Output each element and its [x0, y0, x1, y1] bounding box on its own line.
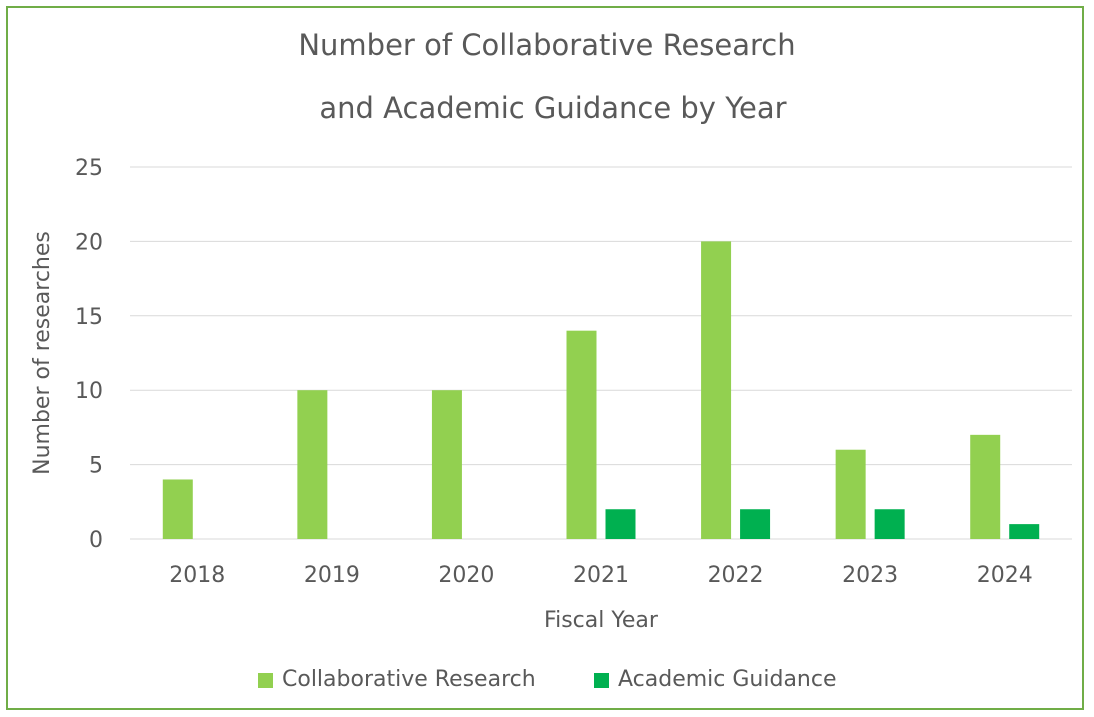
bar-collaborative-research-2018: [162, 479, 193, 539]
bar-collaborative-research-2019: [297, 390, 328, 539]
bar-academic-guidance-2023: [874, 509, 905, 539]
x-tick-label: 2022: [708, 563, 764, 588]
y-tick-label: 5: [89, 454, 103, 479]
y-tick-label: 15: [75, 305, 103, 330]
chart-border: [6, 6, 1084, 710]
legend-label: Academic Guidance: [618, 667, 837, 692]
legend-swatch: [594, 673, 609, 688]
y-axis-label: Number of researches: [30, 231, 55, 475]
bar-collaborative-research-2022: [701, 241, 732, 539]
y-tick-label: 25: [75, 156, 103, 181]
legend-swatch: [258, 673, 273, 688]
bar-collaborative-research-2021: [566, 330, 597, 539]
legend-label: Collaborative Research: [282, 667, 536, 692]
chart-title-line-1: Number of Collaborative Research: [298, 28, 795, 62]
x-tick-label: 2021: [573, 563, 629, 588]
y-tick-label: 0: [89, 528, 103, 553]
x-tick-label: 2019: [304, 563, 360, 588]
y-tick-label: 10: [75, 379, 103, 404]
x-tick-label: 2023: [842, 563, 898, 588]
chart-title-line-2: and Academic Guidance by Year: [319, 91, 786, 125]
y-tick-label: 20: [75, 230, 103, 255]
bar-collaborative-research-2023: [835, 449, 866, 539]
bar-academic-guidance-2024: [1009, 524, 1040, 539]
x-tick-label: 2024: [977, 563, 1033, 588]
bar-collaborative-research-2024: [970, 434, 1001, 539]
x-tick-label: 2020: [438, 563, 494, 588]
x-tick-label: 2018: [169, 563, 225, 588]
bar-collaborative-research-2020: [431, 390, 462, 539]
bar-academic-guidance-2021: [605, 509, 636, 539]
bar-academic-guidance-2022: [740, 509, 771, 539]
x-axis-label: Fiscal Year: [544, 608, 659, 633]
